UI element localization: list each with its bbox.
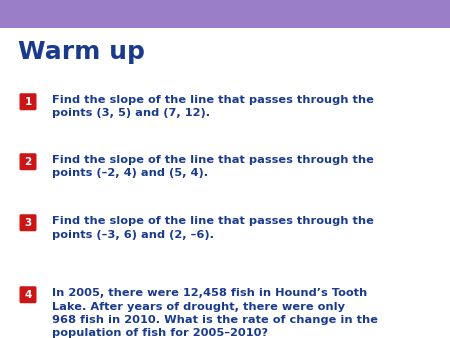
Text: points (–3, 6) and (2, –6).: points (–3, 6) and (2, –6). — [52, 230, 214, 240]
Text: Find the slope of the line that passes through the: Find the slope of the line that passes t… — [52, 155, 374, 165]
Text: Lake. After years of drought, there were only: Lake. After years of drought, there were… — [52, 301, 345, 312]
Text: In 2005, there were 12,458 fish in Hound’s Tooth: In 2005, there were 12,458 fish in Hound… — [52, 288, 367, 298]
FancyBboxPatch shape — [19, 214, 36, 231]
Text: points (–2, 4) and (5, 4).: points (–2, 4) and (5, 4). — [52, 169, 208, 178]
Text: points (3, 5) and (7, 12).: points (3, 5) and (7, 12). — [52, 108, 210, 119]
Text: 3: 3 — [24, 218, 32, 228]
Bar — [0, 0, 450, 28]
Text: 4: 4 — [24, 290, 32, 300]
Text: 968 fish in 2010. What is the rate of change in the: 968 fish in 2010. What is the rate of ch… — [52, 315, 378, 325]
Text: population of fish for 2005–2010?: population of fish for 2005–2010? — [52, 329, 268, 338]
Text: Warm up: Warm up — [18, 40, 145, 64]
Text: Find the slope of the line that passes through the: Find the slope of the line that passes t… — [52, 95, 374, 105]
Text: Find the slope of the line that passes through the: Find the slope of the line that passes t… — [52, 216, 374, 226]
Text: 2: 2 — [24, 157, 32, 167]
FancyBboxPatch shape — [19, 286, 36, 303]
FancyBboxPatch shape — [19, 93, 36, 110]
FancyBboxPatch shape — [19, 153, 36, 170]
Text: 1: 1 — [24, 97, 32, 107]
